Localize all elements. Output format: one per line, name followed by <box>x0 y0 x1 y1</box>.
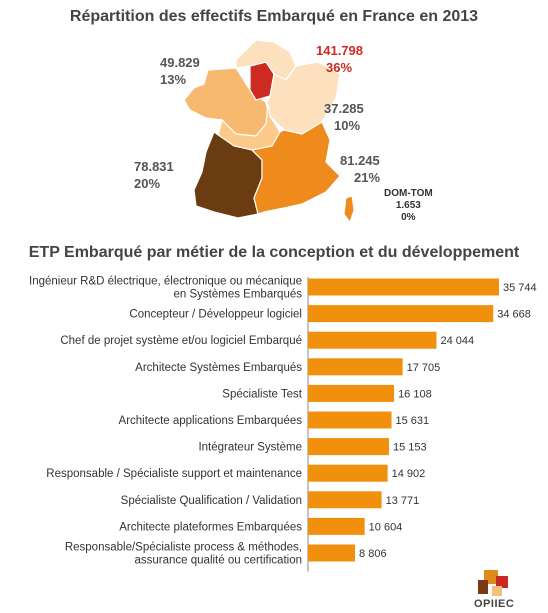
category-label-3-0: Architecte Systèmes Embarqués <box>135 362 302 374</box>
category-label-10-1: assurance qualité ou certification <box>135 555 303 567</box>
category-label-4-0: Spécialiste Test <box>222 388 302 400</box>
category-label-0-1: en Systèmes Embarqués <box>174 289 303 301</box>
bar-0 <box>308 279 499 296</box>
bar-7 <box>308 465 388 482</box>
bar-value-label-4: 16 108 <box>398 388 432 400</box>
bar-3 <box>308 358 403 375</box>
bar-4 <box>308 385 394 402</box>
bar-value-label-6: 15 153 <box>393 442 427 454</box>
category-label-6-0: Intégrateur Système <box>198 442 302 454</box>
category-label-5-0: Architecte applications Embarquées <box>119 415 303 427</box>
category-label-0-0: Ingénieur R&D électrique, électronique o… <box>29 276 302 288</box>
bar-10 <box>308 545 355 562</box>
bar-1 <box>308 305 493 322</box>
category-label-1-0: Concepteur / Développeur logiciel <box>129 309 302 321</box>
bar-value-label-2: 24 044 <box>440 335 474 347</box>
bar-value-label-0: 35 744 <box>503 282 537 294</box>
bar-2 <box>308 332 436 349</box>
bar-value-label-5: 15 631 <box>396 415 430 427</box>
category-label-7-0: Responsable / Spécialiste support et mai… <box>46 468 302 480</box>
bar-value-label-1: 34 668 <box>497 309 531 321</box>
bar-value-label-10: 8 806 <box>359 548 387 560</box>
bar-8 <box>308 491 382 508</box>
bar-value-label-8: 13 771 <box>386 495 420 507</box>
bar-9 <box>308 518 365 535</box>
bar-6 <box>308 438 389 455</box>
bar-5 <box>308 412 392 429</box>
bar-value-label-9: 10 604 <box>369 521 403 533</box>
category-label-2-0: Chef de projet système et/ou logiciel Em… <box>60 335 302 347</box>
category-label-9-0: Architecte plateformes Embarquées <box>119 521 302 533</box>
opiiec-logo-text: OPIIEC <box>474 598 514 610</box>
category-label-10-0: Responsable/Spécialiste process & méthod… <box>65 542 302 554</box>
bar-value-label-7: 14 902 <box>392 468 426 480</box>
bar-value-label-3: 17 705 <box>407 362 441 374</box>
category-label-8-0: Spécialiste Qualification / Validation <box>121 495 302 507</box>
